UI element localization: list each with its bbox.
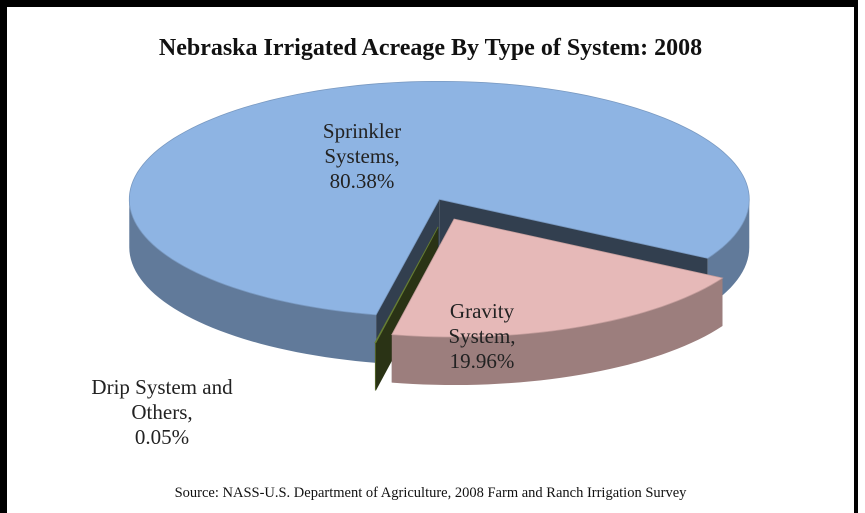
- slice-side: [391, 278, 723, 386]
- slice-name: Sprinkler Systems,: [322, 119, 402, 168]
- slice-value: 80.38%: [329, 169, 395, 193]
- slice: [374, 226, 439, 343]
- source-note: Source: NASS-U.S. Department of Agricult…: [174, 485, 687, 501]
- slice: [391, 218, 724, 338]
- chart-title: Nebraska Irrigated Acreage By Type of Sy…: [158, 35, 703, 61]
- slice: [391, 218, 724, 386]
- slice-label: Sprinkler Systems, 80.38%: [297, 119, 427, 194]
- slice: [128, 80, 750, 316]
- slice-side: [129, 199, 377, 363]
- slice-value: 19.96%: [449, 349, 515, 373]
- slice-label: Drip System and Others, 0.05%: [77, 375, 247, 450]
- slice-label: Gravity System, 19.96%: [422, 299, 542, 374]
- slice-value: 0.05%: [134, 425, 190, 449]
- slice-name: Gravity System,: [448, 299, 516, 348]
- pie-chart: [128, 80, 750, 391]
- slice-name: Drip System and Others,: [91, 375, 233, 424]
- slice-side: [374, 342, 376, 391]
